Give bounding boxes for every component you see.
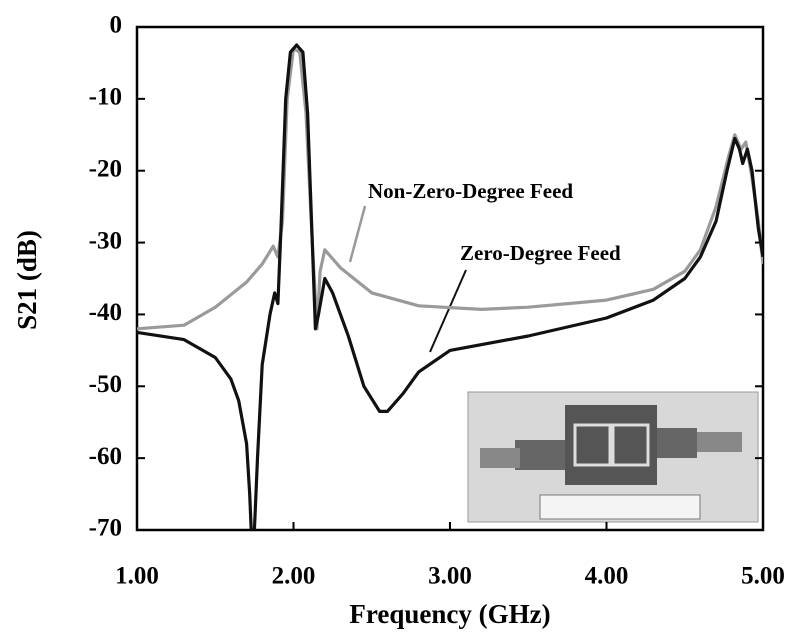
leader-line [348,205,367,263]
annotation: Zero-Degree Feed [460,241,621,265]
series-line [137,43,763,530]
y-tick-label: -70 [89,515,122,542]
plot-lines [137,43,763,530]
y-tick-label: -40 [89,299,122,326]
x-tick-label: 4.00 [585,563,629,590]
x-tick-label: 5.00 [741,563,785,590]
x-tick-label: 1.00 [115,563,159,590]
x-tick-label: 2.00 [272,563,316,590]
y-tick-label: -30 [89,227,122,254]
inset-photo [467,391,759,523]
x-tick-label: 3.00 [428,563,472,590]
y-tick-label: -10 [89,84,122,111]
y-tick-label: -20 [89,155,122,182]
y-axis-label: S21 (dB) [12,230,42,330]
annotation: Non-Zero-Degree Feed [368,179,573,203]
y-tick-label: 0 [110,12,123,39]
leader-line [429,269,467,353]
y-tick-label: -50 [89,371,122,398]
x-axis-label: Frequency (GHz) [349,599,550,629]
y-tick-label: -60 [89,443,122,470]
